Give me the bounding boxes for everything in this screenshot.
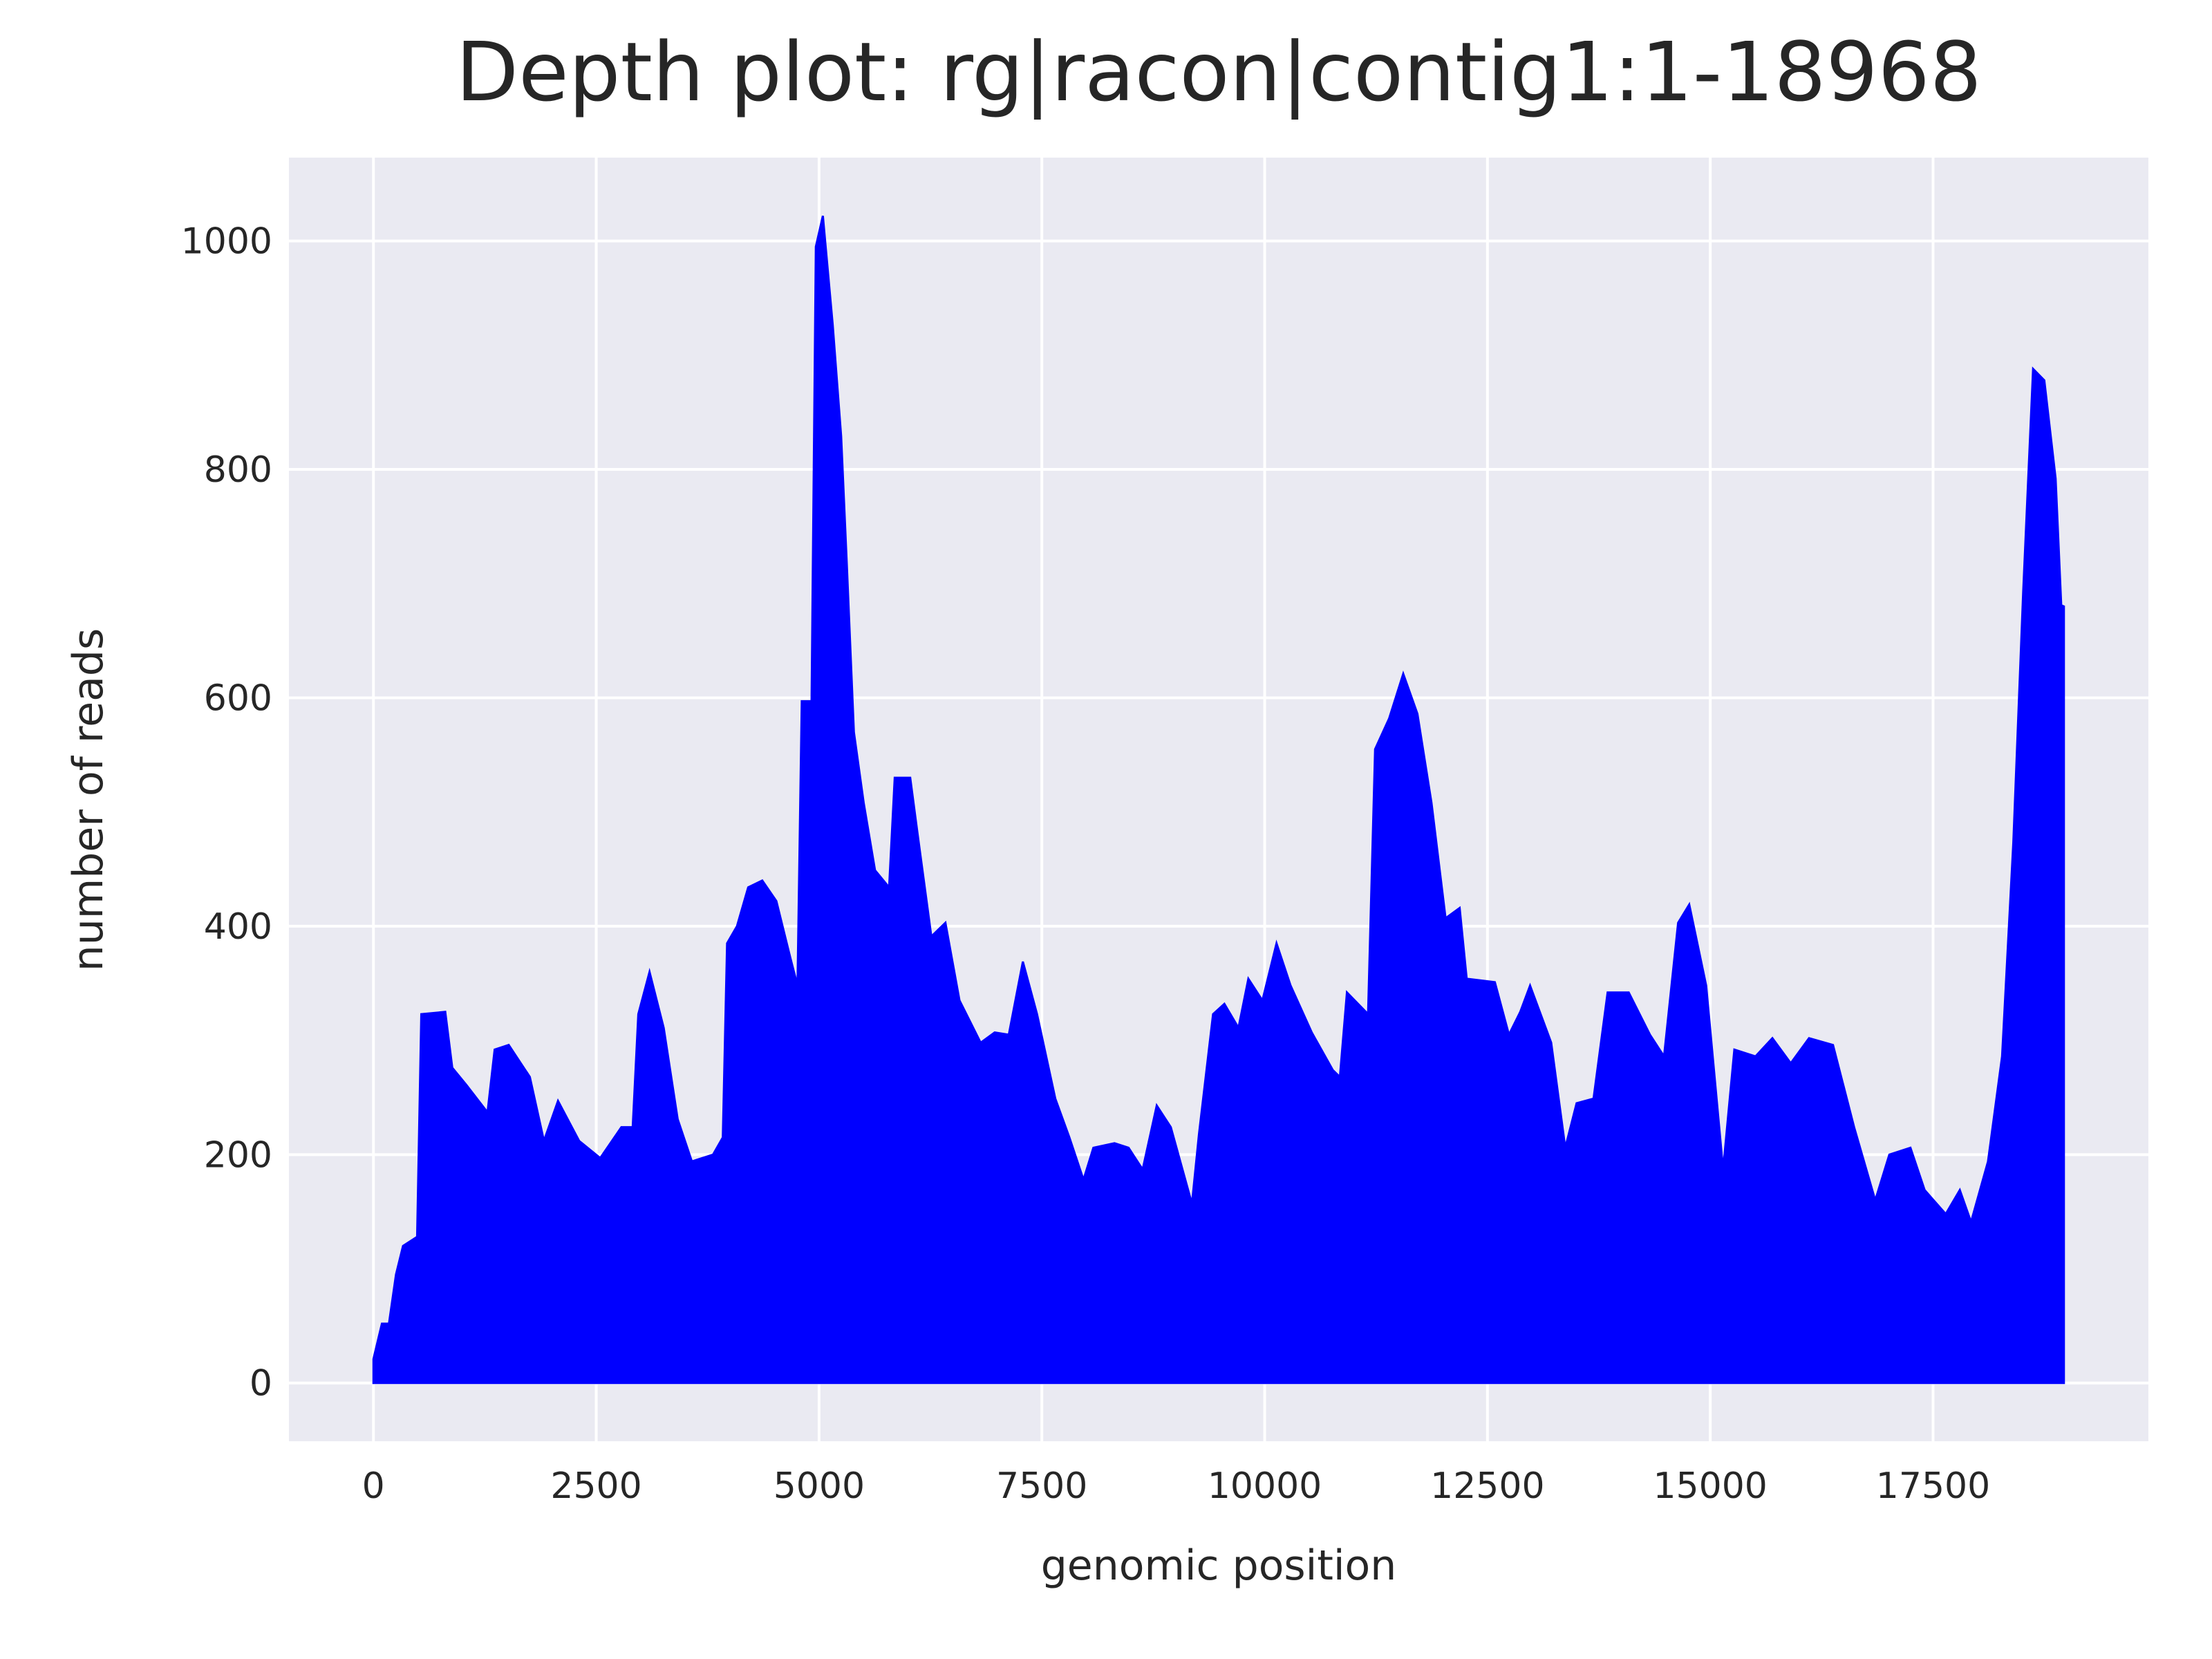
y-tick-label: 400 [204, 906, 272, 948]
x-tick-label: 12500 [1430, 1465, 1544, 1507]
marks [372, 215, 2065, 1385]
y-tick-label: 600 [204, 677, 272, 719]
y-tick-label: 1000 [181, 221, 272, 263]
chart-title: Depth plot: rg|racon|contig1:1-18968 [456, 24, 1982, 120]
x-tick-label: 0 [362, 1465, 385, 1507]
depth-area [372, 215, 2065, 1385]
y-axis-label: number of reads [64, 628, 113, 972]
x-tick-label: 15000 [1653, 1465, 1767, 1507]
y-tick-label: 200 [204, 1134, 272, 1176]
x-tick-label: 10000 [1208, 1465, 1322, 1507]
x-tick-label: 7500 [996, 1465, 1087, 1507]
y-tick-label: 800 [204, 449, 272, 491]
x-axis-label: genomic position [1041, 1541, 1397, 1590]
x-tick-label: 17500 [1876, 1465, 1990, 1507]
y-tick-label: 0 [250, 1363, 272, 1405]
x-tick-label: 5000 [774, 1465, 865, 1507]
x-tick-label: 2500 [550, 1465, 641, 1507]
